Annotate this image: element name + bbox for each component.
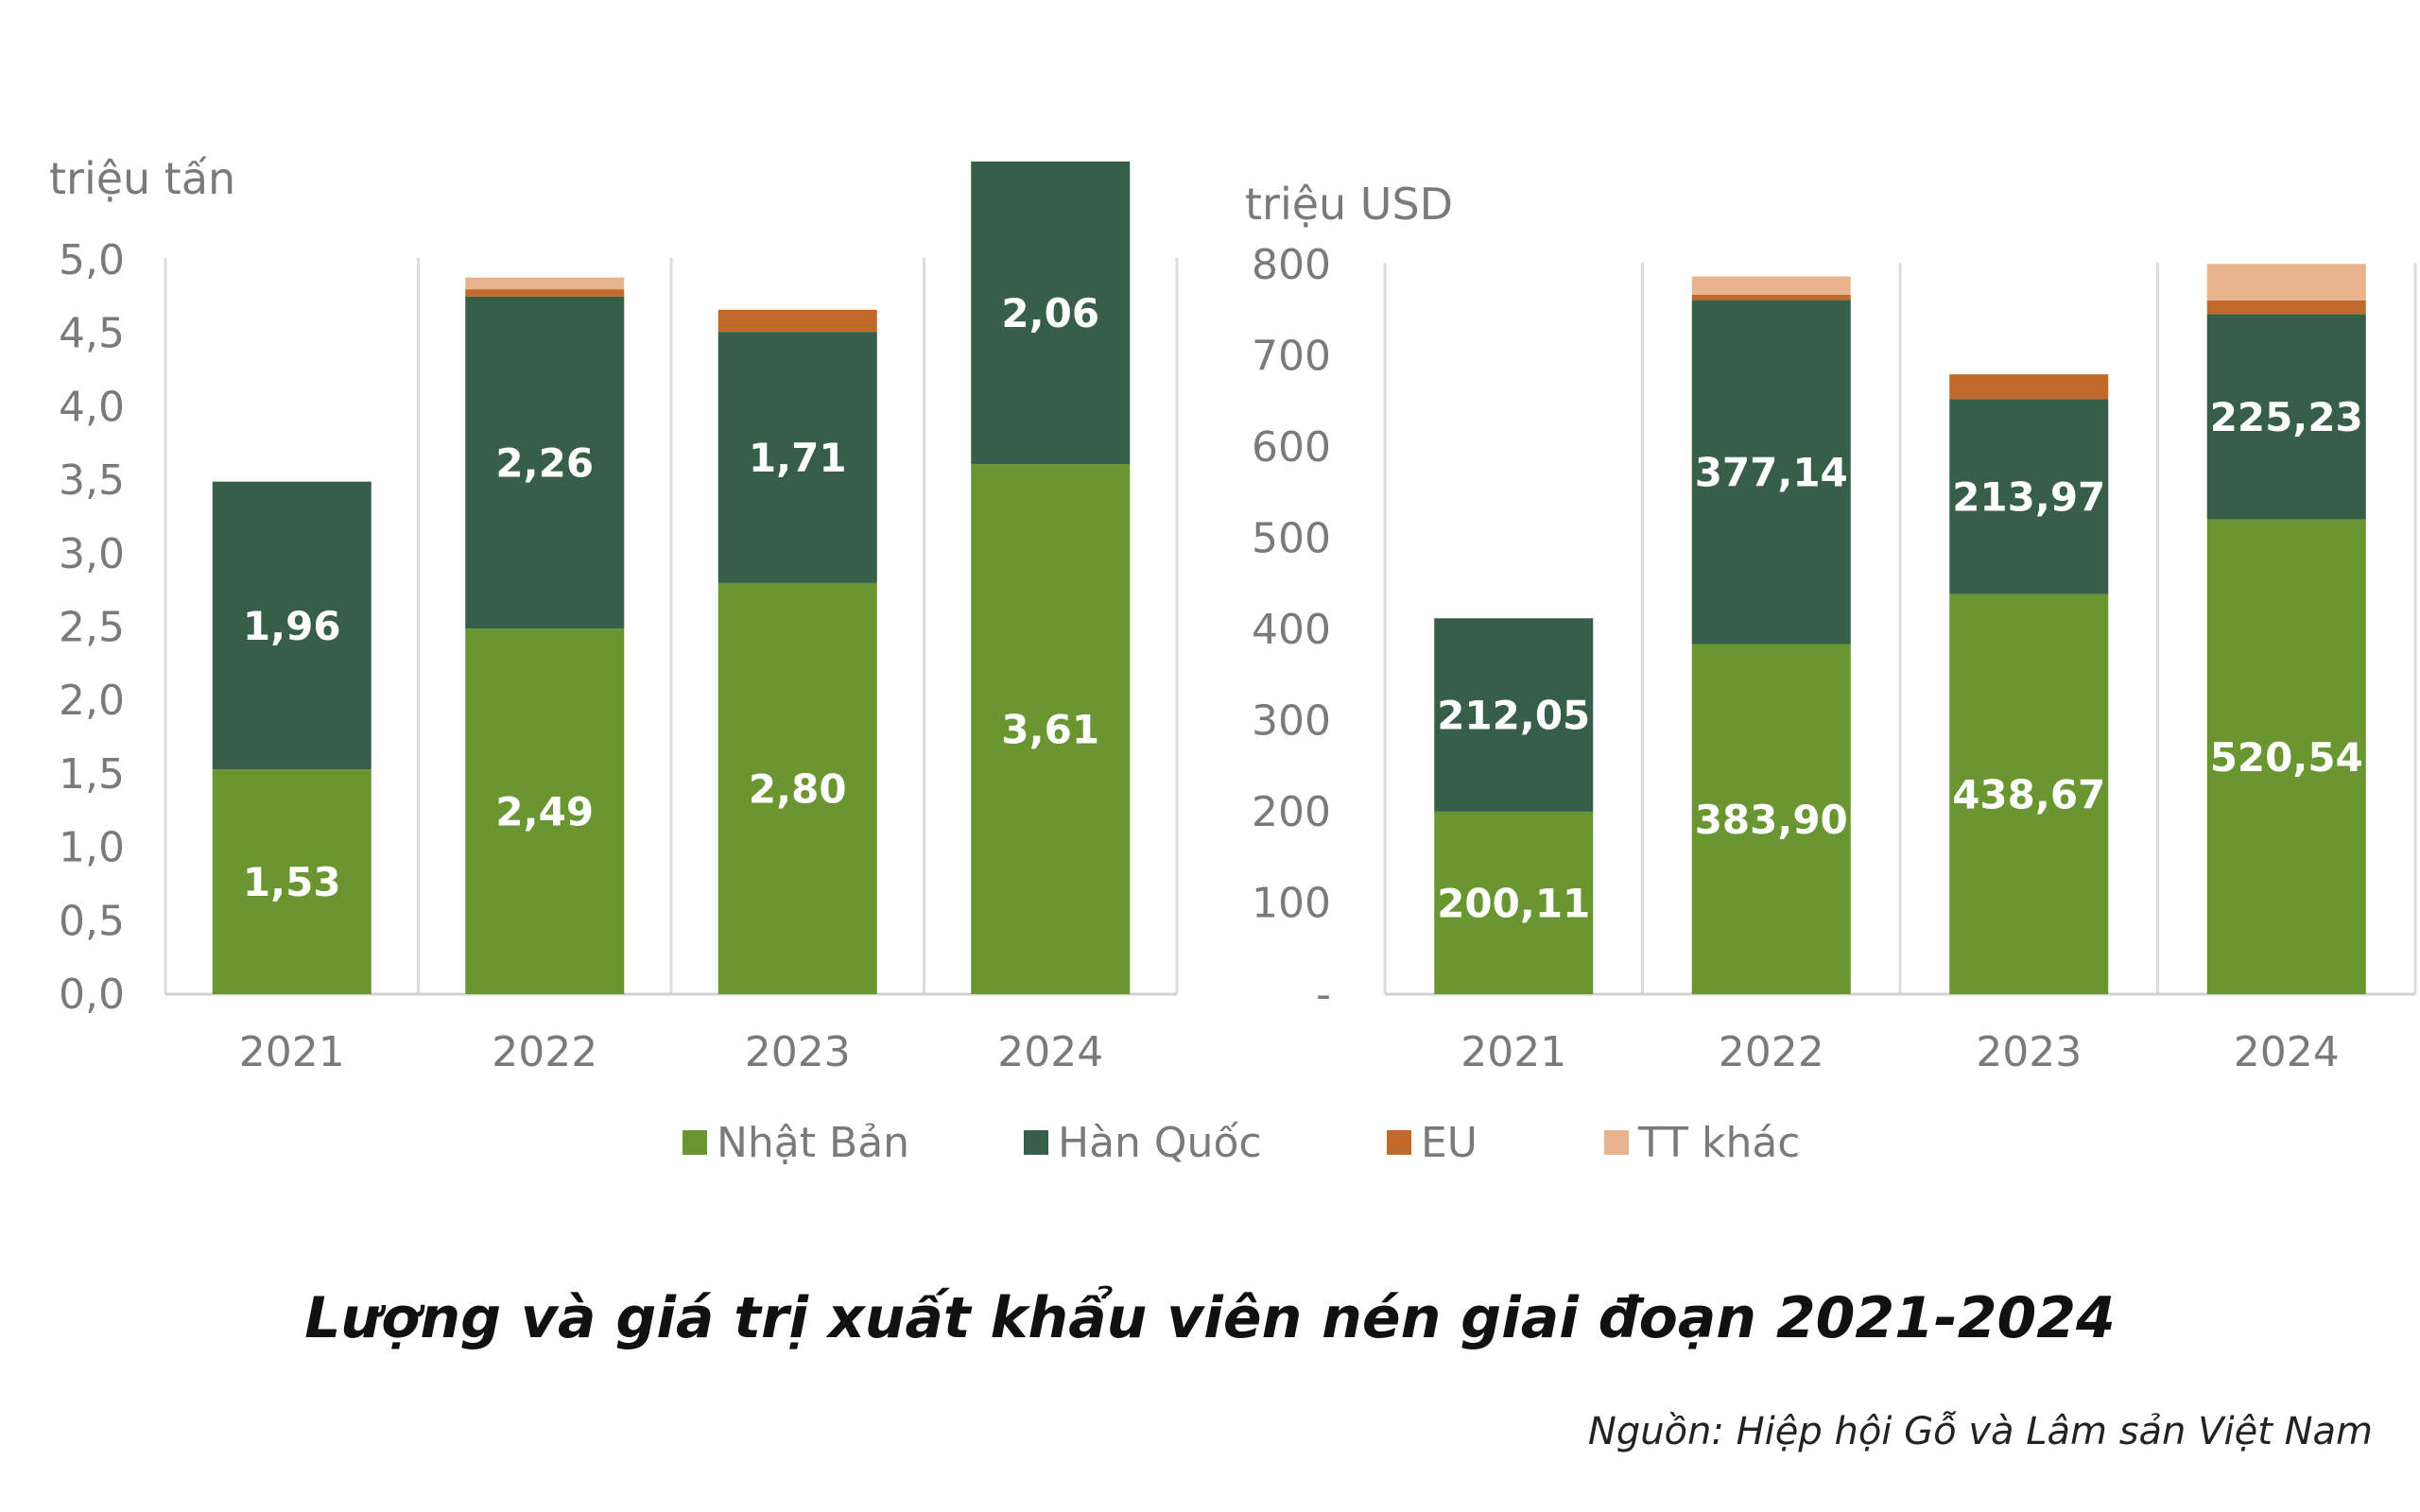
data-label: 1,96 — [243, 603, 341, 649]
bar-segment — [1691, 644, 1851, 994]
legend-label: Nhật Bản — [717, 1119, 909, 1167]
y-tick-label: 5,0 — [59, 236, 125, 284]
data-label: 1,53 — [243, 859, 341, 905]
bar-segment — [1691, 300, 1851, 644]
y-tick-label: 1,0 — [59, 824, 125, 872]
chart-caption: Lượng và giá trị xuất khẩu viên nén giai… — [304, 1285, 2116, 1351]
source-note: Nguồn: Hiệp hội Gỗ và Lâm sản Việt Nam — [1587, 1410, 2373, 1453]
y-tick-label: 2,5 — [59, 604, 125, 652]
data-label: 212,05 — [1437, 693, 1590, 739]
data-label: 2,06 — [1001, 290, 1099, 336]
bar-segment — [1434, 811, 1594, 994]
y-tick-label: 400 — [1252, 606, 1331, 654]
chart-legend: Nhật Bản Hàn Quốc EU TT khác — [683, 1119, 1801, 1167]
bar-segment — [971, 464, 1131, 995]
bar-segment — [1691, 276, 1851, 295]
y-tick-label: - — [1316, 971, 1331, 1019]
x-tick-label: 2021 — [239, 1028, 345, 1076]
bar-segment — [2206, 314, 2366, 520]
y-tick-label: 3,5 — [59, 456, 125, 505]
y-tick-label: 800 — [1252, 241, 1331, 289]
y-tick-label: 300 — [1252, 697, 1331, 746]
y-tick-label: 0,0 — [59, 971, 125, 1019]
legend-swatch — [1387, 1130, 1411, 1155]
bar-segment — [1691, 294, 1851, 301]
bar-segment — [717, 582, 877, 994]
legend-label: TT khác — [1637, 1119, 1801, 1167]
bar-segment — [717, 309, 877, 333]
y-tick-label: 4,0 — [59, 383, 125, 431]
x-tick-label: 2023 — [745, 1028, 851, 1076]
data-label: 383,90 — [1695, 797, 1848, 843]
y-tick-label: 1,5 — [59, 750, 125, 799]
legend-label: Hàn Quốc — [1058, 1119, 1262, 1167]
x-tick-label: 2024 — [997, 1028, 1103, 1076]
y-tick-label: 700 — [1252, 333, 1331, 381]
bar-segment — [1949, 399, 2109, 594]
legend-swatch — [1604, 1130, 1629, 1155]
data-label: 2,26 — [495, 439, 594, 486]
y-tick-label: 500 — [1252, 515, 1331, 563]
bar-segment — [2206, 519, 2366, 994]
bar-segment — [212, 481, 372, 770]
legend-swatch — [683, 1130, 707, 1155]
data-label: 213,97 — [1952, 473, 2105, 520]
y-tick-label: 4,5 — [59, 310, 125, 358]
value-chart-panel: triệu USD - 100 200 300 400 500 600 700 800 200,11… — [1245, 179, 2417, 1076]
x-tick-label: 2021 — [1461, 1028, 1566, 1076]
data-label: 225,23 — [2210, 394, 2363, 440]
data-label: 2,49 — [495, 789, 594, 835]
data-label: 438,67 — [1952, 771, 2105, 817]
legend-label: EU — [1421, 1119, 1478, 1167]
bar-segment — [465, 277, 625, 290]
bar-segment — [465, 628, 625, 994]
data-label: 2,80 — [749, 765, 847, 812]
y-tick-label: 600 — [1252, 423, 1331, 472]
volume-chart-panel: triệu tấn 0,0 0,5 1,0 1,5 2,0 2,5 3,0 3,5 4,0 4,5 5… — [49, 153, 1179, 1076]
data-label: 520,54 — [2210, 734, 2363, 781]
bar-segment — [465, 296, 625, 629]
bar-segment — [1949, 374, 2109, 400]
bar-segment — [1949, 593, 2109, 994]
bar-segment — [971, 161, 1131, 465]
y-tick-label: 200 — [1252, 788, 1331, 836]
bar-segment — [2206, 300, 2366, 315]
y-tick-label: 0,5 — [59, 897, 125, 945]
data-label: 1,71 — [749, 435, 847, 481]
data-label: 200,11 — [1437, 880, 1590, 926]
data-label: 3,61 — [1001, 707, 1099, 753]
x-tick-label: 2022 — [492, 1028, 597, 1076]
bar-segment — [717, 332, 877, 583]
bar-segment — [2206, 264, 2366, 301]
y-tick-label: 3,0 — [59, 530, 125, 578]
x-tick-label: 2023 — [1976, 1028, 2082, 1076]
bar-segment — [1434, 618, 1594, 812]
y-tick-label: 100 — [1252, 880, 1331, 928]
bar-segment — [212, 769, 372, 994]
x-tick-label: 2022 — [1719, 1028, 1824, 1076]
unit-label: triệu tấn — [49, 153, 235, 204]
legend-swatch — [1024, 1130, 1048, 1155]
data-label: 377,14 — [1695, 450, 1848, 496]
bar-segment — [465, 289, 625, 297]
x-tick-label: 2024 — [2234, 1028, 2340, 1076]
y-tick-label: 2,0 — [59, 677, 125, 725]
unit-label: triệu USD — [1245, 179, 1453, 230]
